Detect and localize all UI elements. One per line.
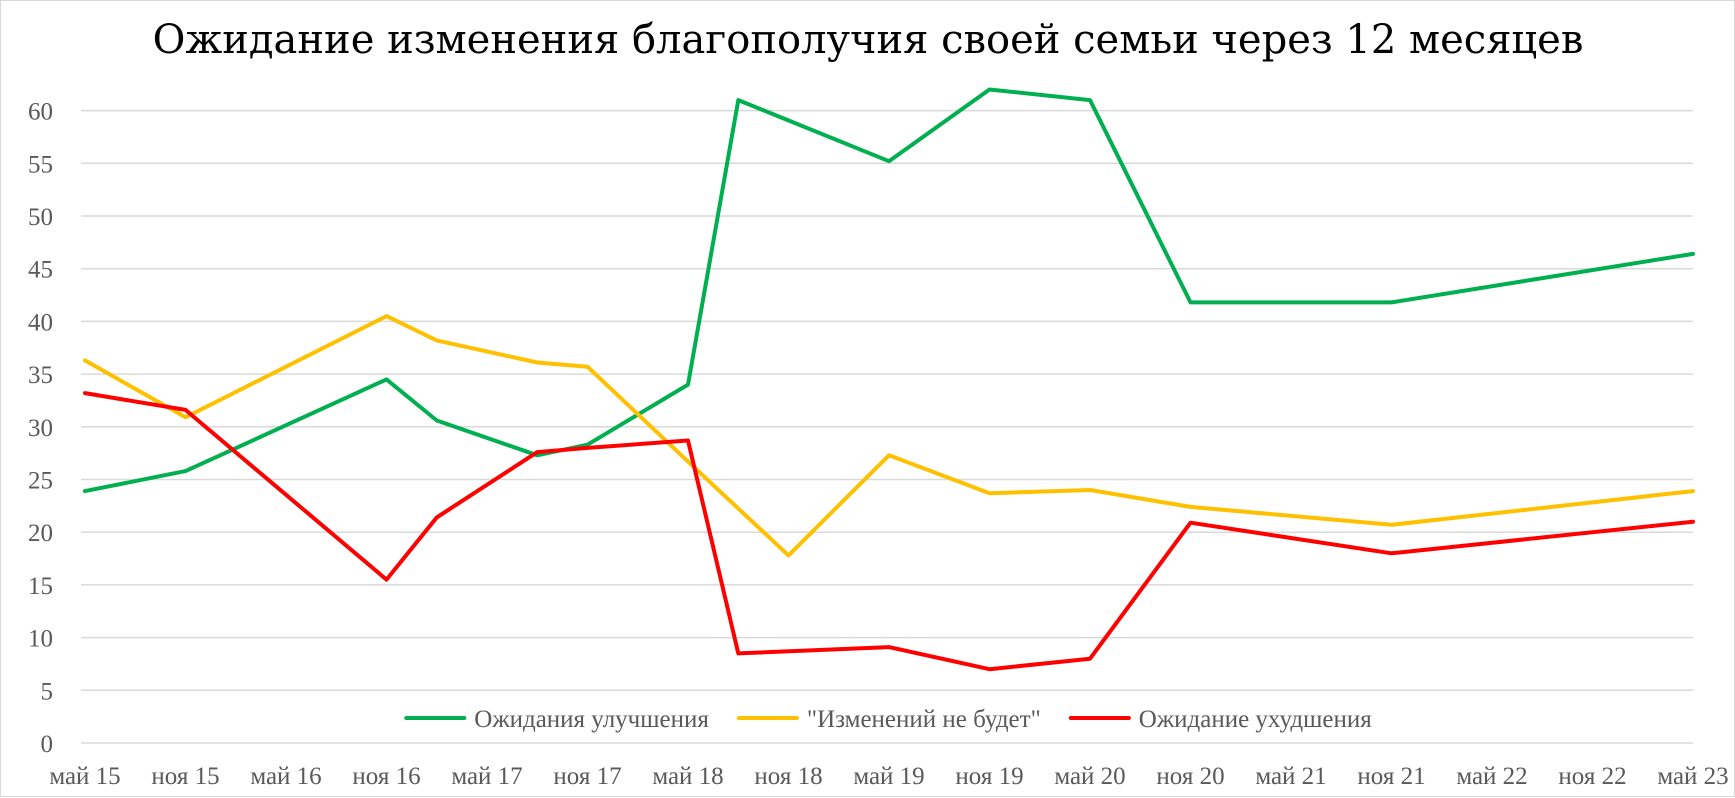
x-tick-label: май 21 <box>1255 763 1326 790</box>
x-tick-label: ноя 21 <box>1357 763 1425 790</box>
y-tick-label: 25 <box>28 468 53 495</box>
x-tick-label: май 16 <box>250 763 321 790</box>
x-axis: май 15 ноя 15 май 16 ноя 16 май 17 ноя 17 май … <box>49 763 1728 790</box>
y-tick-label: 50 <box>28 204 53 231</box>
y-axis: 0 5 10 15 20 25 30 35 40 45 50 55 60 <box>28 99 53 758</box>
series-line-1 <box>83 87 1695 494</box>
y-tick-label: 30 <box>28 415 53 442</box>
y-tick-label: 20 <box>28 520 53 547</box>
legend-label-3: Ожидание ухудшения <box>1139 706 1372 733</box>
gridlines <box>81 109 1693 744</box>
legend-label-1: Ожидания улучшения <box>474 706 709 733</box>
x-tick-label: ноя 22 <box>1558 763 1626 790</box>
x-tick-label: ноя 17 <box>553 763 621 790</box>
chart-title: Ожидание изменения благополучия своей се… <box>153 17 1584 63</box>
y-tick-label: 60 <box>28 99 53 126</box>
x-tick-label: май 19 <box>853 763 924 790</box>
series-line-3 <box>83 391 1695 672</box>
x-tick-label: май 20 <box>1054 763 1125 790</box>
x-tick-label: ноя 18 <box>754 763 822 790</box>
x-tick-label: май 22 <box>1456 763 1527 790</box>
x-tick-label: май 17 <box>451 763 522 790</box>
series-line-2 <box>83 314 1695 558</box>
x-tick-label: май 18 <box>652 763 723 790</box>
y-tick-label: 5 <box>41 678 54 705</box>
y-tick-label: 10 <box>28 626 53 653</box>
x-tick-label: май 15 <box>49 763 120 790</box>
x-tick-label: ноя 20 <box>1156 763 1224 790</box>
legend-label-2: "Изменений не будет" <box>807 706 1041 733</box>
y-tick-label: 35 <box>28 362 53 389</box>
legend: Ожидания улучшения "Изменений не будет" Ож… <box>404 706 1372 733</box>
y-tick-label: 40 <box>28 309 53 336</box>
y-tick-label: 0 <box>41 731 54 758</box>
x-tick-label: ноя 16 <box>352 763 420 790</box>
x-tick-label: ноя 19 <box>955 763 1023 790</box>
x-tick-label: ноя 15 <box>151 763 219 790</box>
y-tick-label: 15 <box>28 573 53 600</box>
x-tick-label: май 23 <box>1657 763 1728 790</box>
y-tick-label: 45 <box>28 257 53 284</box>
series-lines <box>83 87 1695 672</box>
y-tick-label: 55 <box>28 151 53 178</box>
